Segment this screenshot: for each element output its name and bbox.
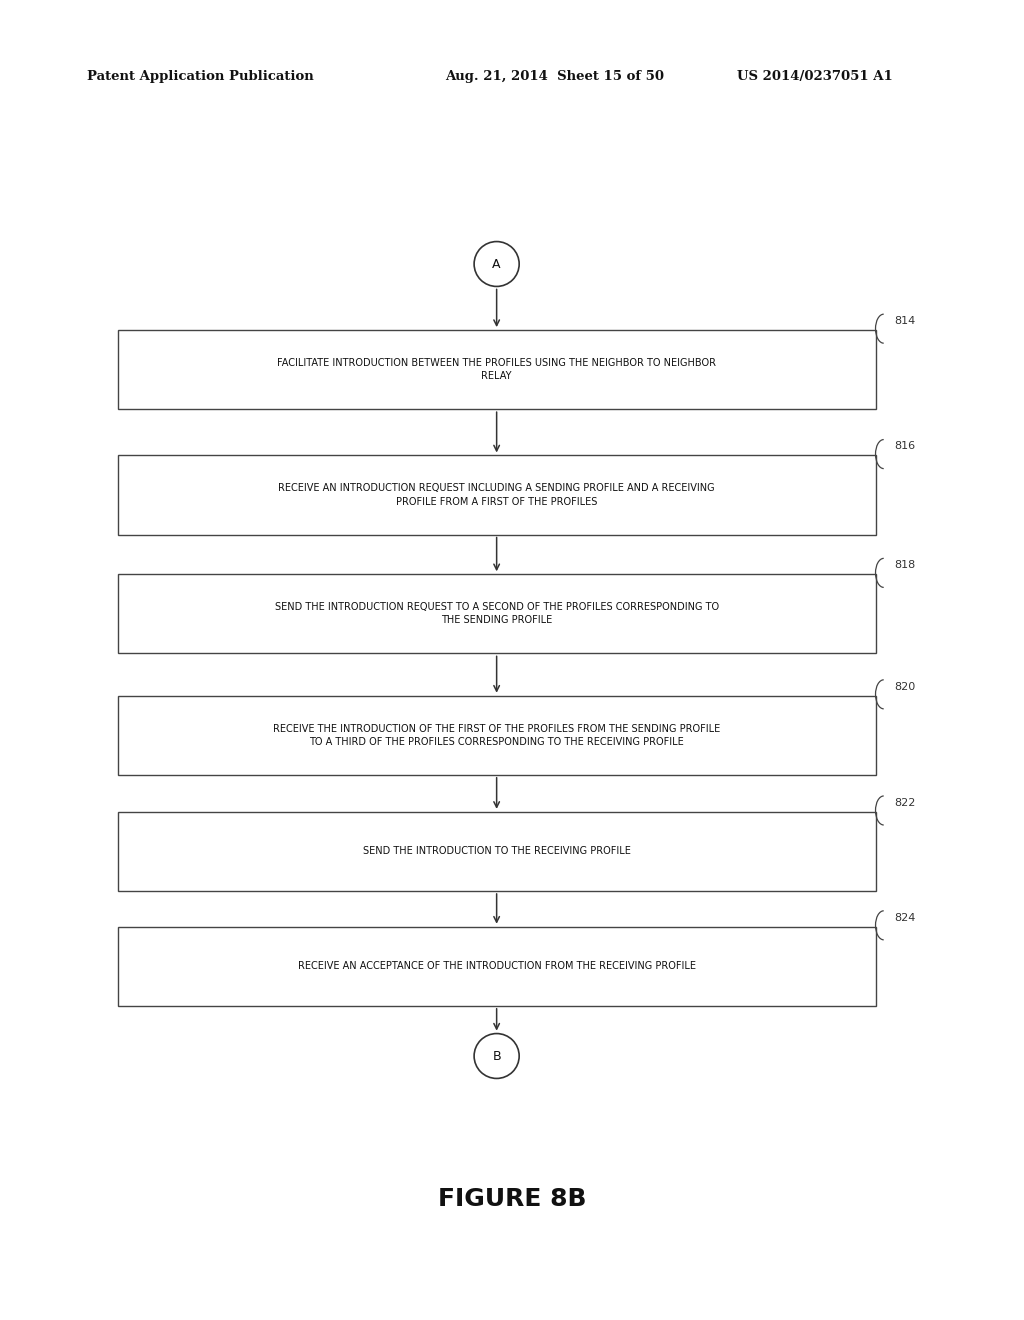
Text: 816: 816	[894, 441, 915, 451]
FancyBboxPatch shape	[118, 812, 876, 891]
Text: 822: 822	[894, 797, 915, 808]
Text: RECEIVE AN ACCEPTANCE OF THE INTRODUCTION FROM THE RECEIVING PROFILE: RECEIVE AN ACCEPTANCE OF THE INTRODUCTIO…	[298, 961, 695, 972]
Text: 818: 818	[894, 560, 915, 570]
Text: B: B	[493, 1049, 501, 1063]
Text: RECEIVE AN INTRODUCTION REQUEST INCLUDING A SENDING PROFILE AND A RECEIVING
PROF: RECEIVE AN INTRODUCTION REQUEST INCLUDIN…	[279, 483, 715, 507]
Text: 814: 814	[894, 315, 915, 326]
FancyBboxPatch shape	[118, 330, 876, 409]
Text: 824: 824	[894, 912, 915, 923]
Text: Aug. 21, 2014  Sheet 15 of 50: Aug. 21, 2014 Sheet 15 of 50	[445, 70, 665, 83]
FancyBboxPatch shape	[118, 696, 876, 775]
Text: 820: 820	[894, 681, 915, 692]
FancyBboxPatch shape	[118, 574, 876, 653]
Text: SEND THE INTRODUCTION TO THE RECEIVING PROFILE: SEND THE INTRODUCTION TO THE RECEIVING P…	[362, 846, 631, 857]
Text: Patent Application Publication: Patent Application Publication	[87, 70, 313, 83]
FancyBboxPatch shape	[118, 455, 876, 535]
Text: FIGURE 8B: FIGURE 8B	[437, 1187, 587, 1210]
FancyBboxPatch shape	[118, 927, 876, 1006]
Text: SEND THE INTRODUCTION REQUEST TO A SECOND OF THE PROFILES CORRESPONDING TO
THE S: SEND THE INTRODUCTION REQUEST TO A SECON…	[274, 602, 719, 626]
Text: RECEIVE THE INTRODUCTION OF THE FIRST OF THE PROFILES FROM THE SENDING PROFILE
T: RECEIVE THE INTRODUCTION OF THE FIRST OF…	[273, 723, 720, 747]
Text: US 2014/0237051 A1: US 2014/0237051 A1	[737, 70, 893, 83]
Text: A: A	[493, 257, 501, 271]
Text: FACILITATE INTRODUCTION BETWEEN THE PROFILES USING THE NEIGHBOR TO NEIGHBOR
RELA: FACILITATE INTRODUCTION BETWEEN THE PROF…	[278, 358, 716, 381]
